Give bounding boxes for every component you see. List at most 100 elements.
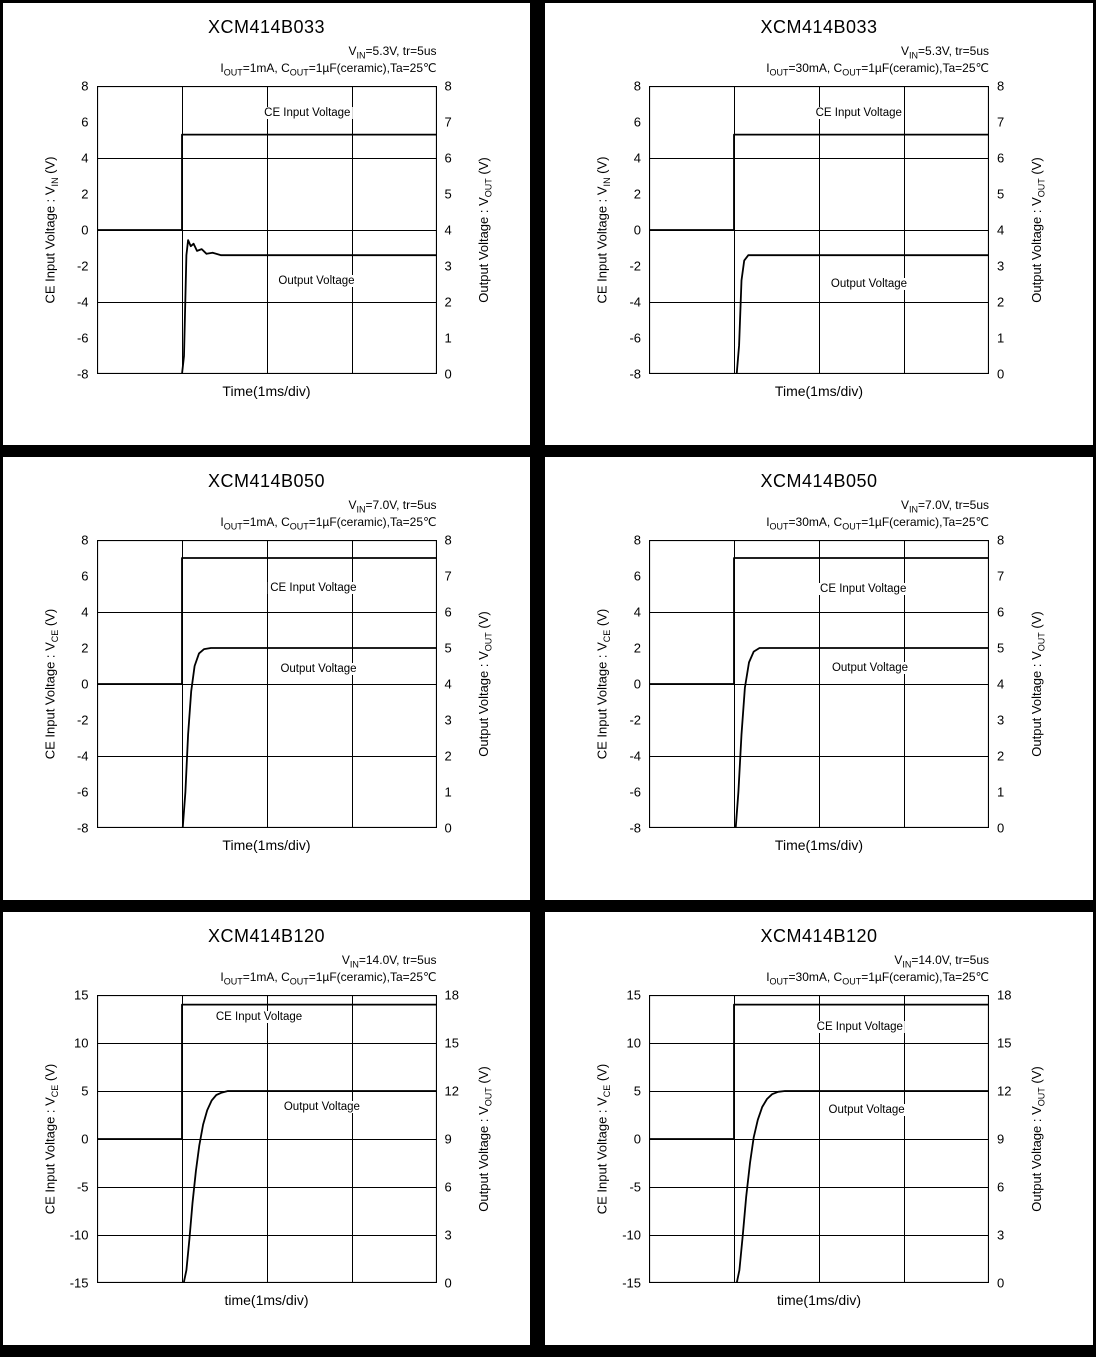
right-tick-label: 1 bbox=[997, 330, 1005, 346]
right-tick-label: 3 bbox=[997, 1227, 1005, 1243]
condition-line: VIN=7.0V, tr=5us bbox=[901, 498, 989, 515]
left-tick-label: 2 bbox=[633, 640, 641, 656]
right-tick-label: 9 bbox=[444, 1131, 452, 1147]
left-tick-label: -2 bbox=[76, 258, 89, 274]
x-axis-label: Time(1ms/div) bbox=[774, 836, 864, 853]
right-tick-label: 5 bbox=[444, 186, 452, 202]
chart-panel-mid-left: XCM414B050 VIN=7.0V, tr=5us IOUT=1mA, COUT… bbox=[3, 457, 530, 900]
annotation-label: CE Input Voltage bbox=[814, 1021, 905, 1034]
right-tick-label: 4 bbox=[444, 676, 452, 692]
right-tick-label: 6 bbox=[997, 1179, 1005, 1195]
plot-area bbox=[649, 85, 989, 374]
left-tick-label: -4 bbox=[76, 748, 89, 764]
left-tick-label: -4 bbox=[76, 294, 89, 310]
left-tick-label: 0 bbox=[633, 676, 641, 692]
left-tick-label: 8 bbox=[633, 78, 641, 94]
left-tick-label: 10 bbox=[626, 1035, 641, 1051]
left-tick-label: -6 bbox=[629, 784, 641, 800]
right-tick-label: 8 bbox=[997, 532, 1005, 548]
ce-input-trace bbox=[649, 1003, 989, 1140]
x-axis-label: Time(1ms/div) bbox=[222, 836, 311, 853]
right-tick-label: 5 bbox=[444, 640, 452, 656]
chart-title: XCM414B120 bbox=[207, 926, 326, 946]
right-tick-label: 18 bbox=[997, 987, 1012, 1003]
condition-line: IOUT=1mA, COUT=1µF(ceramic),Ta=25℃ bbox=[220, 60, 437, 78]
right-tick-label: 1 bbox=[997, 784, 1005, 800]
ce-input-trace bbox=[96, 133, 437, 231]
left-tick-label: 6 bbox=[633, 568, 641, 584]
plot-area bbox=[649, 994, 989, 1283]
output-voltage-trace bbox=[96, 1089, 437, 1283]
chart-title: XCM414B033 bbox=[760, 17, 878, 37]
output-voltage-trace bbox=[96, 646, 437, 828]
chart-conditions: VIN=5.3V, tr=5us IOUT=30mA, COUT=1µF(cera… bbox=[579, 43, 1059, 77]
right-tick-label: 4 bbox=[997, 222, 1005, 238]
right-axis-label: Output Voltage : VOUT (V) bbox=[1028, 610, 1047, 757]
annotation-label: CE Input Voltage bbox=[818, 583, 909, 596]
right-tick-label: 6 bbox=[444, 1179, 452, 1195]
left-tick-label: -8 bbox=[629, 366, 641, 382]
condition-line: VIN=14.0V, tr=5us bbox=[341, 953, 437, 970]
right-axis-label: Output Voltage : VOUT (V) bbox=[476, 156, 494, 303]
right-tick-label: 2 bbox=[997, 748, 1005, 764]
x-axis-label: time(1ms/div) bbox=[776, 1291, 861, 1308]
left-tick-label: 2 bbox=[633, 186, 641, 202]
chart-title: XCM414B050 bbox=[760, 471, 878, 491]
right-tick-label: 0 bbox=[444, 1275, 452, 1291]
right-tick-label: 0 bbox=[997, 820, 1005, 836]
output-voltage-trace bbox=[649, 1089, 989, 1283]
chart-conditions: VIN=5.3V, tr=5us IOUT=1mA, COUT=1µF(ceram… bbox=[27, 43, 507, 77]
x-axis-label: Time(1ms/div) bbox=[222, 382, 311, 399]
right-tick-label: 18 bbox=[444, 987, 459, 1003]
left-tick-label: -10 bbox=[69, 1227, 89, 1243]
right-axis-label: Output Voltage : VOUT (V) bbox=[1028, 1065, 1047, 1212]
right-tick-label: 6 bbox=[997, 150, 1005, 166]
plot-wrap: CE Input Voltage : VCE (V) Output Voltage… bbox=[595, 987, 1047, 1290]
plot-wrap: CE Input Voltage : VCE (V) Output Voltage… bbox=[42, 987, 494, 1290]
right-tick-label: 0 bbox=[997, 1275, 1005, 1291]
right-tick-label: 3 bbox=[997, 258, 1005, 274]
annotation-label: Output Voltage bbox=[829, 662, 911, 675]
right-tick-label: 3 bbox=[997, 712, 1005, 728]
right-tick-label: 4 bbox=[444, 222, 452, 238]
left-tick-label: 8 bbox=[81, 78, 89, 94]
left-tick-label: 4 bbox=[81, 150, 89, 166]
left-tick-label: -6 bbox=[629, 330, 641, 346]
left-tick-label: 0 bbox=[633, 222, 641, 238]
left-tick-label: 4 bbox=[633, 604, 641, 620]
right-tick-label: 12 bbox=[444, 1083, 459, 1099]
chart-conditions: VIN=14.0V, tr=5us IOUT=30mA, COUT=1µF(cer… bbox=[579, 952, 1059, 986]
output-voltage-trace bbox=[649, 253, 989, 374]
right-tick-label: 1 bbox=[444, 784, 452, 800]
left-tick-label: -6 bbox=[76, 784, 89, 800]
ce-input-trace bbox=[96, 556, 437, 685]
plot-wrap: CE Input Voltage : VCE (V) Output Voltage… bbox=[595, 532, 1047, 835]
right-tick-label: 7 bbox=[997, 114, 1005, 130]
ce-input-trace bbox=[649, 133, 989, 231]
right-tick-label: 1 bbox=[444, 330, 452, 346]
left-tick-label: -10 bbox=[622, 1227, 641, 1243]
plot-wrap: CE Input Voltage : VIN (V) Output Voltage… bbox=[595, 78, 1047, 381]
right-tick-label: 4 bbox=[997, 676, 1005, 692]
condition-line: VIN=5.3V, tr=5us bbox=[901, 44, 989, 61]
condition-line: VIN=5.3V, tr=5us bbox=[348, 44, 437, 61]
left-tick-label: -5 bbox=[629, 1179, 641, 1195]
chart-conditions: VIN=7.0V, tr=5us IOUT=30mA, COUT=1µF(cera… bbox=[579, 497, 1059, 531]
left-tick-label: 5 bbox=[81, 1083, 89, 1099]
left-tick-label: 5 bbox=[633, 1083, 641, 1099]
ce-input-trace bbox=[96, 1003, 437, 1140]
chart-conditions: VIN=7.0V, tr=5us IOUT=1mA, COUT=1µF(ceram… bbox=[27, 497, 507, 531]
right-tick-label: 7 bbox=[444, 114, 452, 130]
left-tick-label: -15 bbox=[622, 1275, 641, 1291]
chart-panel-bottom-left: XCM414B120 VIN=14.0V, tr=5us IOUT=1mA, COU… bbox=[3, 912, 530, 1345]
left-tick-label: 0 bbox=[81, 222, 89, 238]
right-axis-label: Output Voltage : VOUT (V) bbox=[476, 1065, 494, 1212]
right-tick-label: 3 bbox=[444, 1227, 452, 1243]
left-tick-label: 2 bbox=[81, 640, 89, 656]
right-tick-label: 5 bbox=[997, 186, 1005, 202]
left-tick-label: -8 bbox=[76, 820, 89, 836]
plot-area bbox=[96, 994, 437, 1283]
right-tick-label: 3 bbox=[444, 258, 452, 274]
plot-wrap: CE Input Voltage : VIN (V) Output Voltage… bbox=[42, 78, 494, 381]
